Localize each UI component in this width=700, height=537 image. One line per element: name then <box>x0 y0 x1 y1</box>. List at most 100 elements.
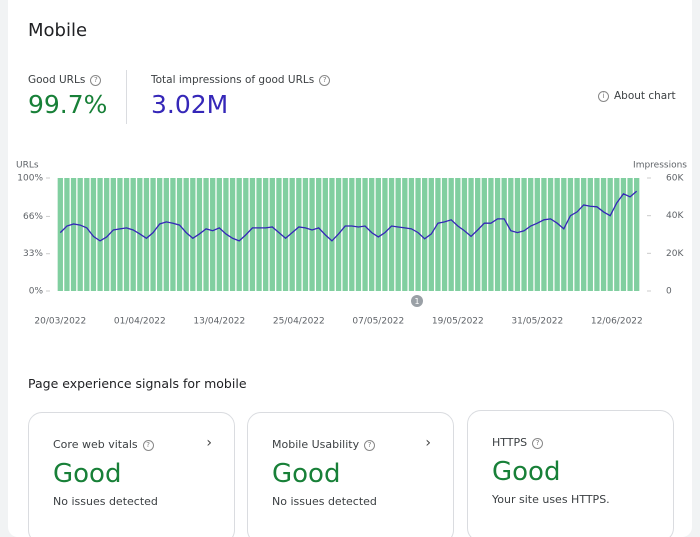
bar <box>435 178 441 291</box>
bar <box>236 178 242 291</box>
x-tick-label: 01/04/2022 <box>114 317 166 327</box>
bar <box>123 178 130 291</box>
bar <box>130 178 136 291</box>
bar <box>614 178 620 291</box>
bar <box>422 178 428 291</box>
bar <box>157 178 163 291</box>
bar <box>342 178 348 291</box>
x-tick-label: 25/04/2022 <box>273 317 325 327</box>
card-detail: Your site uses HTTPS. <box>492 493 610 506</box>
bar <box>547 178 554 291</box>
bar <box>104 178 110 291</box>
annotation-marker[interactable] <box>411 295 423 307</box>
y2-tick-label: 60K <box>666 174 684 184</box>
bar <box>163 178 169 291</box>
bar <box>203 178 209 291</box>
y-tick-label: 33% <box>23 249 43 259</box>
help-icon[interactable]: ? <box>319 75 331 86</box>
bar <box>461 178 468 291</box>
card-status: Good <box>53 459 122 489</box>
y-tick-label: 0% <box>29 287 44 297</box>
page-title: Mobile <box>28 20 88 41</box>
bar <box>600 178 607 291</box>
bar <box>70 178 77 291</box>
bar <box>362 178 368 291</box>
bar <box>581 178 587 291</box>
bar <box>349 178 355 291</box>
bar <box>143 178 150 291</box>
bar <box>534 178 540 291</box>
card-status: Good <box>492 457 561 487</box>
bar <box>150 178 156 291</box>
bar <box>528 178 534 291</box>
x-tick-label: 31/05/2022 <box>511 317 563 327</box>
bar <box>229 178 236 291</box>
bar <box>117 178 123 291</box>
bar <box>594 178 600 291</box>
x-tick-label: 07/05/2022 <box>352 317 404 327</box>
bar <box>567 178 574 291</box>
bar <box>402 178 408 291</box>
bar <box>521 178 527 291</box>
y2-axis-title: Impressions <box>633 161 687 171</box>
bar <box>316 178 322 291</box>
bar <box>607 178 613 291</box>
metric-label: Good URLs <box>28 74 86 86</box>
bar <box>110 178 116 291</box>
bar <box>57 178 63 291</box>
bar <box>508 178 514 291</box>
bar <box>210 178 216 291</box>
bar <box>541 178 547 291</box>
y-tick-label: 100% <box>17 174 43 184</box>
bar <box>501 178 507 291</box>
y2-tick-label: 20K <box>666 249 684 259</box>
card-status: Good <box>272 459 341 489</box>
bar <box>514 178 521 291</box>
bar <box>216 178 222 291</box>
bar <box>475 178 481 291</box>
metric-value: 99.7% <box>28 90 108 119</box>
bar <box>408 178 415 291</box>
x-tick-label: 19/05/2022 <box>432 317 484 327</box>
bar <box>494 178 501 291</box>
y2-tick-label: 0 <box>666 287 672 297</box>
y-tick-label: 66% <box>23 212 43 222</box>
card-title: Core web vitals? <box>53 438 154 451</box>
bar <box>97 178 103 291</box>
bar <box>488 178 494 291</box>
metric-label: Total impressions of good URLs <box>151 74 315 86</box>
bar <box>90 178 97 291</box>
bar <box>395 178 401 291</box>
card[interactable]: Core web vitals? › Good No issues detected <box>28 412 235 537</box>
bar <box>282 178 289 291</box>
divider <box>126 70 127 124</box>
bar <box>481 178 487 291</box>
card-title: Mobile Usability? <box>272 438 376 451</box>
bar <box>302 178 309 291</box>
bar <box>455 178 461 291</box>
bar <box>441 178 448 291</box>
help-icon[interactable]: ? <box>90 75 102 86</box>
card-detail: No issues detected <box>53 495 158 508</box>
section-title: Page experience signals for mobile <box>28 376 247 391</box>
bar <box>309 178 315 291</box>
about-chart[interactable]: i About chart <box>598 90 676 102</box>
card[interactable]: HTTPS? Good Your site uses HTTPS. <box>467 410 674 537</box>
line <box>59 190 638 242</box>
bar <box>64 178 70 291</box>
bar <box>170 178 176 291</box>
bar <box>249 178 256 291</box>
bar <box>190 178 196 291</box>
bar <box>554 178 560 291</box>
y-axis-title: URLs <box>16 161 39 171</box>
bar <box>627 178 633 291</box>
card[interactable]: Mobile Usability? › Good No issues detected <box>247 412 454 537</box>
x-tick-label: 20/03/2022 <box>34 317 86 327</box>
y2-tick-label: 40K <box>666 211 684 221</box>
bar <box>561 178 567 291</box>
bar <box>574 178 580 291</box>
bar <box>276 178 282 291</box>
bar <box>329 178 335 291</box>
bar <box>289 178 295 291</box>
